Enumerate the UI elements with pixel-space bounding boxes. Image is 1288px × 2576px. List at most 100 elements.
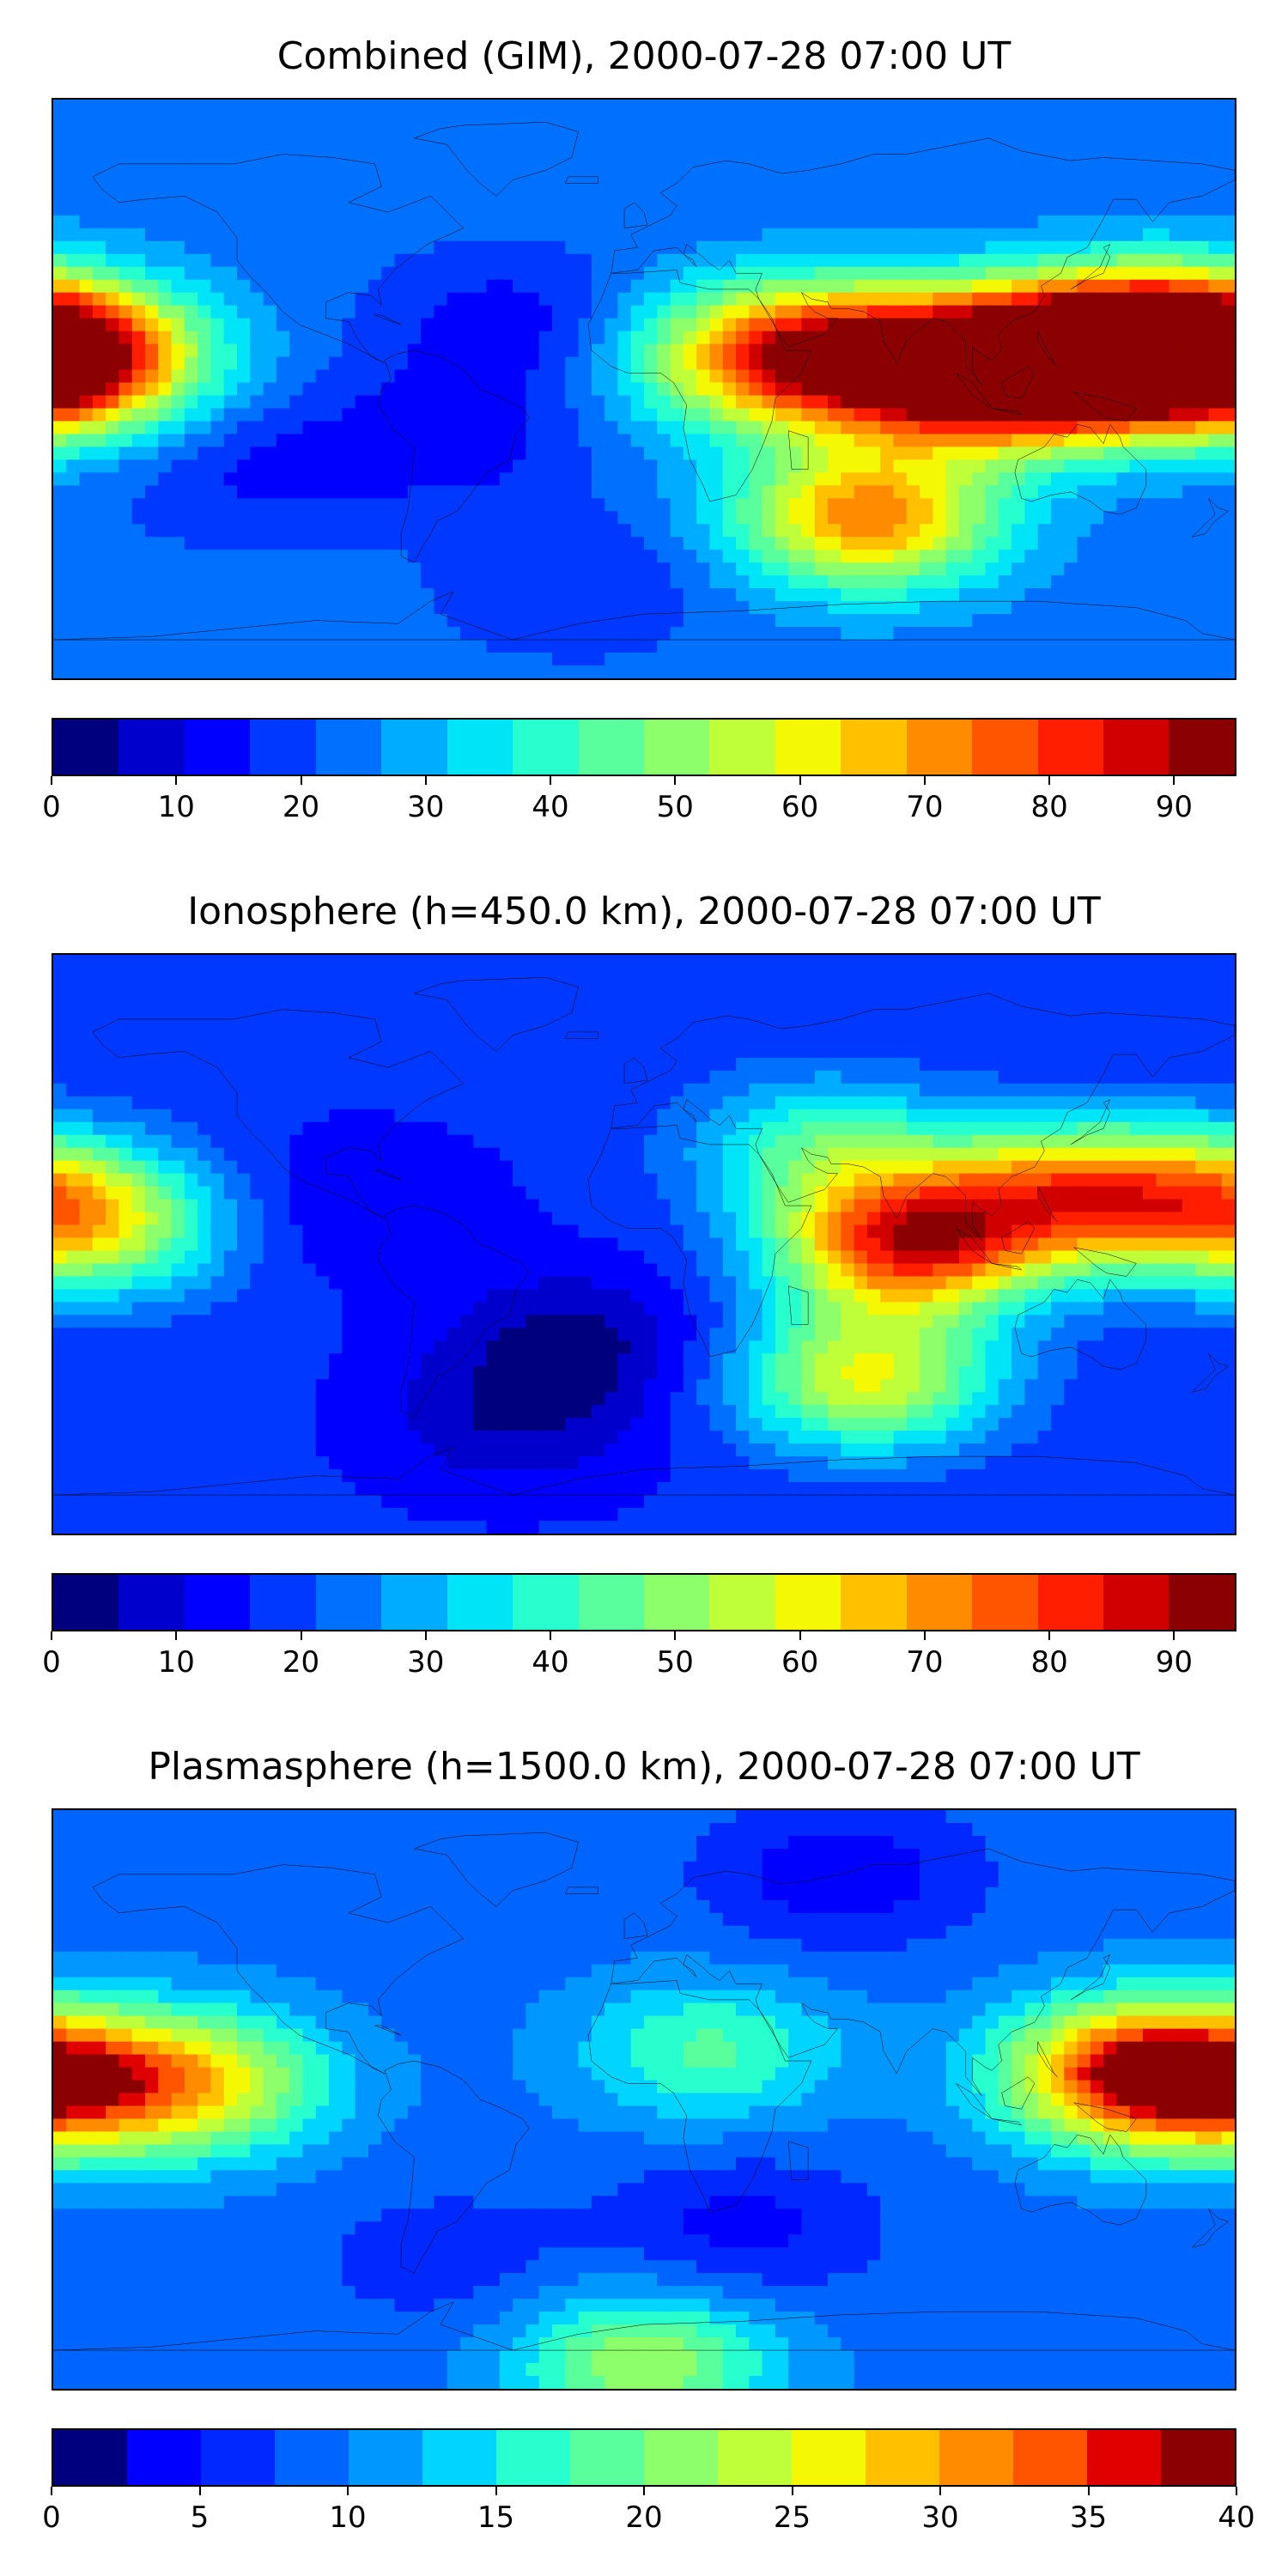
heatmap-cell (1129, 955, 1144, 969)
heatmap-cell (1077, 125, 1091, 139)
heatmap-cell (381, 955, 395, 969)
heatmap-cell (1050, 447, 1065, 460)
heatmap-cell (421, 524, 434, 538)
heatmap-cell (421, 266, 434, 281)
heatmap-cell (1037, 279, 1052, 294)
heatmap-cell (79, 1031, 94, 1046)
heatmap-cell (1024, 459, 1039, 473)
heatmap-cell (1156, 472, 1170, 486)
heatmap-cell (526, 343, 540, 357)
heatmap-cell (551, 511, 566, 525)
heatmap-cell (828, 150, 841, 165)
heatmap-cell (368, 1031, 382, 1046)
heatmap-cell (355, 1070, 369, 1084)
heatmap-cell (801, 498, 816, 512)
heatmap-cell (263, 421, 277, 434)
heatmap-cell (1195, 665, 1209, 678)
heatmap-cell (381, 137, 395, 152)
heatmap-cell (630, 588, 645, 602)
heatmap-cell (1129, 163, 1144, 178)
heatmap-cell (906, 588, 920, 602)
heatmap-cell (814, 653, 829, 666)
heatmap-cell (605, 955, 618, 969)
heatmap-cell (302, 1018, 317, 1033)
heatmap-cell (276, 562, 290, 576)
heatmap-cell (880, 434, 894, 447)
heatmap-cell (1182, 292, 1196, 307)
heatmap-cell (1077, 395, 1091, 409)
heatmap-cell (854, 980, 868, 994)
heatmap-cell (276, 980, 290, 994)
heatmap-cell (513, 550, 526, 563)
heatmap-cell (670, 266, 684, 281)
heatmap-cell (893, 331, 908, 344)
heatmap-cell (998, 395, 1012, 409)
heatmap-cell (1195, 640, 1209, 653)
heatmap-cell (92, 266, 106, 281)
heatmap-cell (657, 498, 671, 512)
heatmap-cell (499, 653, 513, 666)
heatmap-cell (1012, 993, 1025, 1007)
heatmap-cell (1050, 1057, 1065, 1072)
heatmap-cell (158, 653, 172, 666)
heatmap-cell (933, 189, 947, 204)
heatmap-cell (1012, 215, 1025, 229)
heatmap-cell (749, 562, 762, 576)
heatmap-cell (394, 967, 409, 981)
heatmap-cell (880, 125, 894, 139)
heatmap-cell (394, 356, 409, 370)
heatmap-cell (945, 240, 960, 255)
heatmap-cell (302, 562, 317, 576)
heatmap-cell (749, 305, 762, 319)
heatmap-cell (1182, 112, 1196, 126)
heatmap-cell (302, 511, 317, 525)
heatmap-cell (1169, 575, 1183, 589)
heatmap-cell (722, 1057, 737, 1072)
heatmap-cell (1037, 215, 1052, 229)
heatmap-cell (329, 511, 343, 525)
heatmap-cell (1142, 215, 1157, 229)
heatmap-cell (526, 100, 540, 113)
heatmap-cell (972, 665, 986, 678)
heatmap-cell (696, 1018, 710, 1033)
heatmap-cell (749, 150, 762, 165)
heatmap-cell (775, 163, 789, 178)
heatmap-cell (958, 434, 973, 447)
heatmap-cell (237, 1057, 251, 1072)
heatmap-cell (644, 253, 658, 268)
heatmap-cell (657, 189, 671, 204)
heatmap-cell (801, 575, 816, 589)
heatmap-cell (66, 562, 80, 576)
heatmap-cell (1208, 524, 1223, 538)
heatmap-cell (866, 614, 881, 628)
heatmap-cell (551, 1005, 566, 1020)
heatmap-cell (210, 993, 225, 1007)
heatmap-cell (736, 459, 750, 473)
heatmap-cell (670, 601, 684, 615)
heatmap-cell (985, 1018, 999, 1033)
heatmap-cell (775, 640, 789, 653)
heatmap-cell (184, 240, 198, 255)
heatmap-cell (670, 511, 684, 525)
heatmap-cell (1024, 382, 1039, 396)
heatmap-cell (131, 150, 146, 165)
heatmap-cell (709, 665, 724, 678)
heatmap-cell (53, 967, 67, 981)
heatmap-cell (79, 1057, 94, 1072)
heatmap-cell (302, 331, 317, 344)
heatmap-cell (447, 382, 461, 396)
heatmap-cell (788, 421, 802, 434)
heatmap-cell (1037, 498, 1052, 512)
heatmap-cell (814, 100, 829, 113)
heatmap-cell (1064, 125, 1078, 139)
heatmap-cell (250, 292, 264, 307)
heatmap-cell (184, 1018, 198, 1033)
heatmap-cell (263, 434, 277, 447)
heatmap-cell (499, 498, 513, 512)
heatmap-cell (131, 614, 146, 628)
heatmap-cell (1169, 215, 1183, 229)
heatmap-cell (250, 395, 264, 409)
heatmap-cell (1064, 266, 1078, 281)
heatmap-cell (342, 1057, 356, 1072)
heatmap-cell (841, 1005, 855, 1020)
